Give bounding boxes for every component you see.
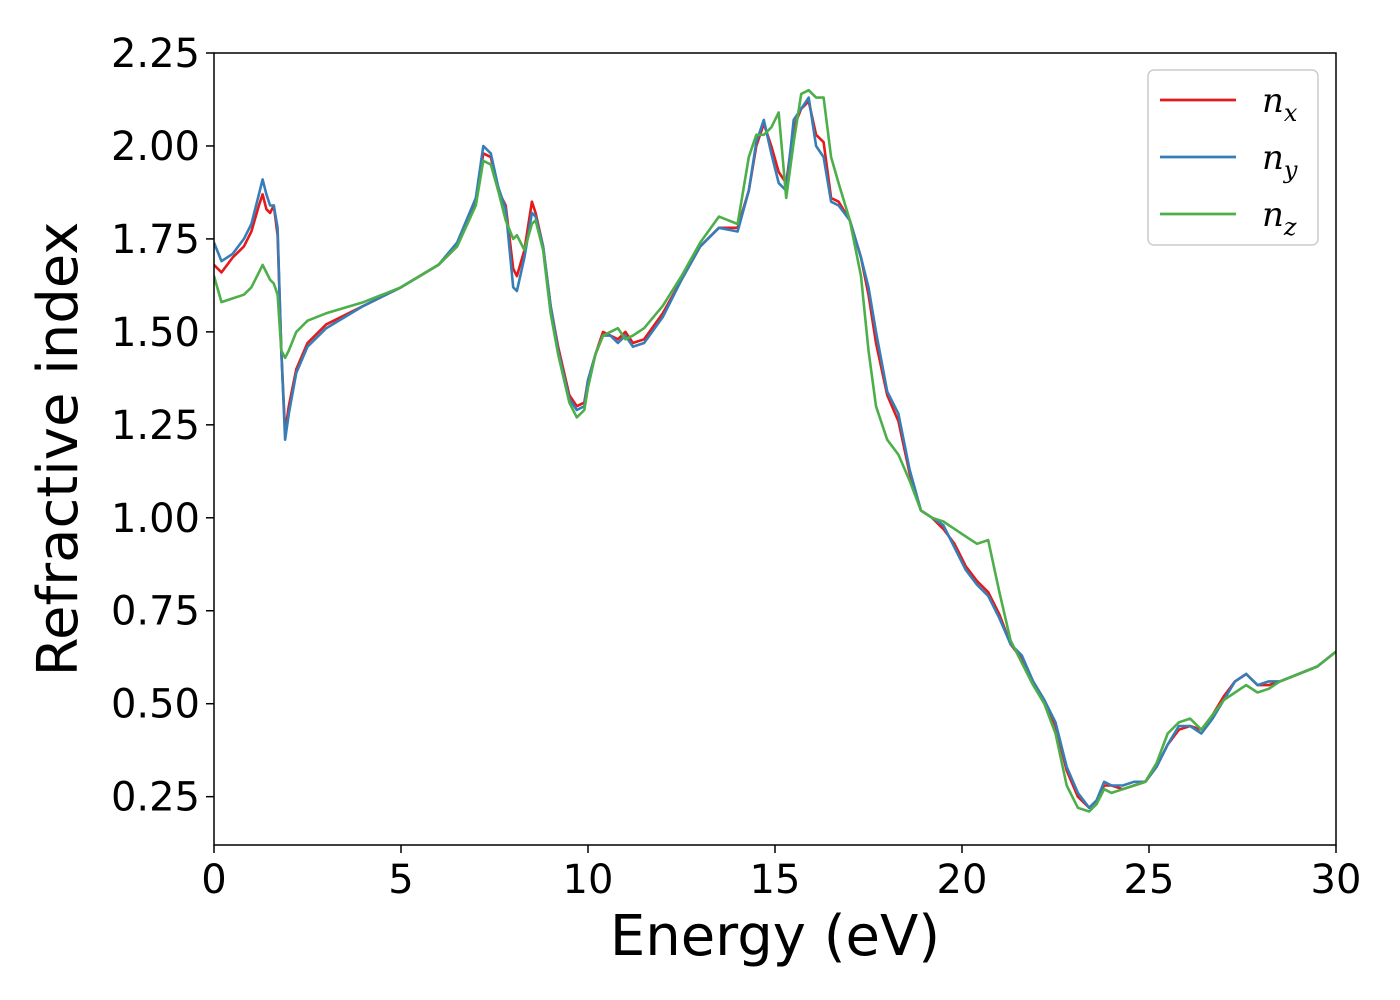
y-tick-label: 0.50: [111, 682, 200, 728]
y-axis-title: Refractive index: [26, 222, 91, 677]
series-line-nz: [214, 88, 1336, 813]
y-tick-label: 1.75: [111, 217, 200, 263]
x-axis-title: Energy (eV): [610, 904, 940, 969]
x-axis: 0 5 10 15 20 25 30: [201, 845, 1361, 903]
y-tick-label: 0.75: [111, 589, 200, 635]
y-axis: 0.25 0.50 0.75 1.00 1.25 1.50 1.75 2.00 2.25: [111, 31, 214, 821]
legend-item: nx: [1160, 81, 1298, 127]
y-tick-label: 1.50: [111, 310, 200, 356]
legend-label: nz: [1262, 195, 1297, 241]
y-tick-label: 2.25: [111, 31, 200, 77]
x-tick-label: 25: [1124, 857, 1175, 903]
legend: nx ny nz: [1147, 69, 1319, 246]
y-tick-label: 0.25: [111, 775, 200, 821]
x-tick-label: 15: [750, 857, 801, 903]
x-tick-label: 10: [563, 857, 614, 903]
y-tick-label: 1.25: [111, 403, 200, 449]
legend-item: nz: [1160, 195, 1297, 241]
legend-label: nx: [1262, 81, 1298, 127]
legend-label: ny: [1262, 138, 1298, 184]
y-tick-label: 2.00: [111, 124, 200, 170]
legend-item: ny: [1160, 138, 1298, 184]
x-tick-label: 0: [201, 857, 226, 903]
x-tick-label: 20: [937, 857, 988, 903]
y-tick-label: 1.00: [111, 496, 200, 542]
x-tick-label: 5: [388, 857, 413, 903]
plot-lines: [214, 88, 1336, 813]
x-tick-label: 30: [1311, 857, 1362, 903]
